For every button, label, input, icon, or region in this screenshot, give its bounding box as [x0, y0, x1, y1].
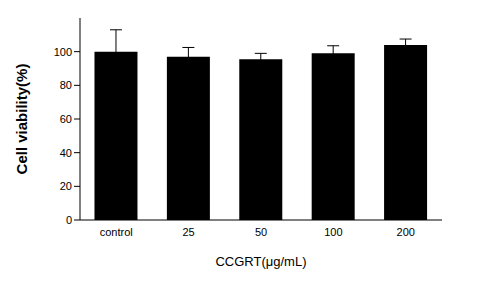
svg-text:Cell viability(%): Cell viability(%) — [13, 64, 30, 175]
svg-text:25: 25 — [182, 226, 194, 238]
svg-text:80: 80 — [60, 79, 72, 91]
svg-text:control: control — [100, 226, 133, 238]
svg-text:0: 0 — [66, 214, 72, 226]
svg-text:CCGRT(μg/mL): CCGRT(μg/mL) — [215, 254, 306, 269]
svg-text:60: 60 — [60, 113, 72, 125]
svg-text:50: 50 — [255, 226, 267, 238]
svg-text:100: 100 — [54, 46, 72, 58]
svg-text:100: 100 — [324, 226, 342, 238]
svg-text:40: 40 — [60, 147, 72, 159]
svg-text:200: 200 — [397, 226, 415, 238]
svg-text:20: 20 — [60, 180, 72, 192]
